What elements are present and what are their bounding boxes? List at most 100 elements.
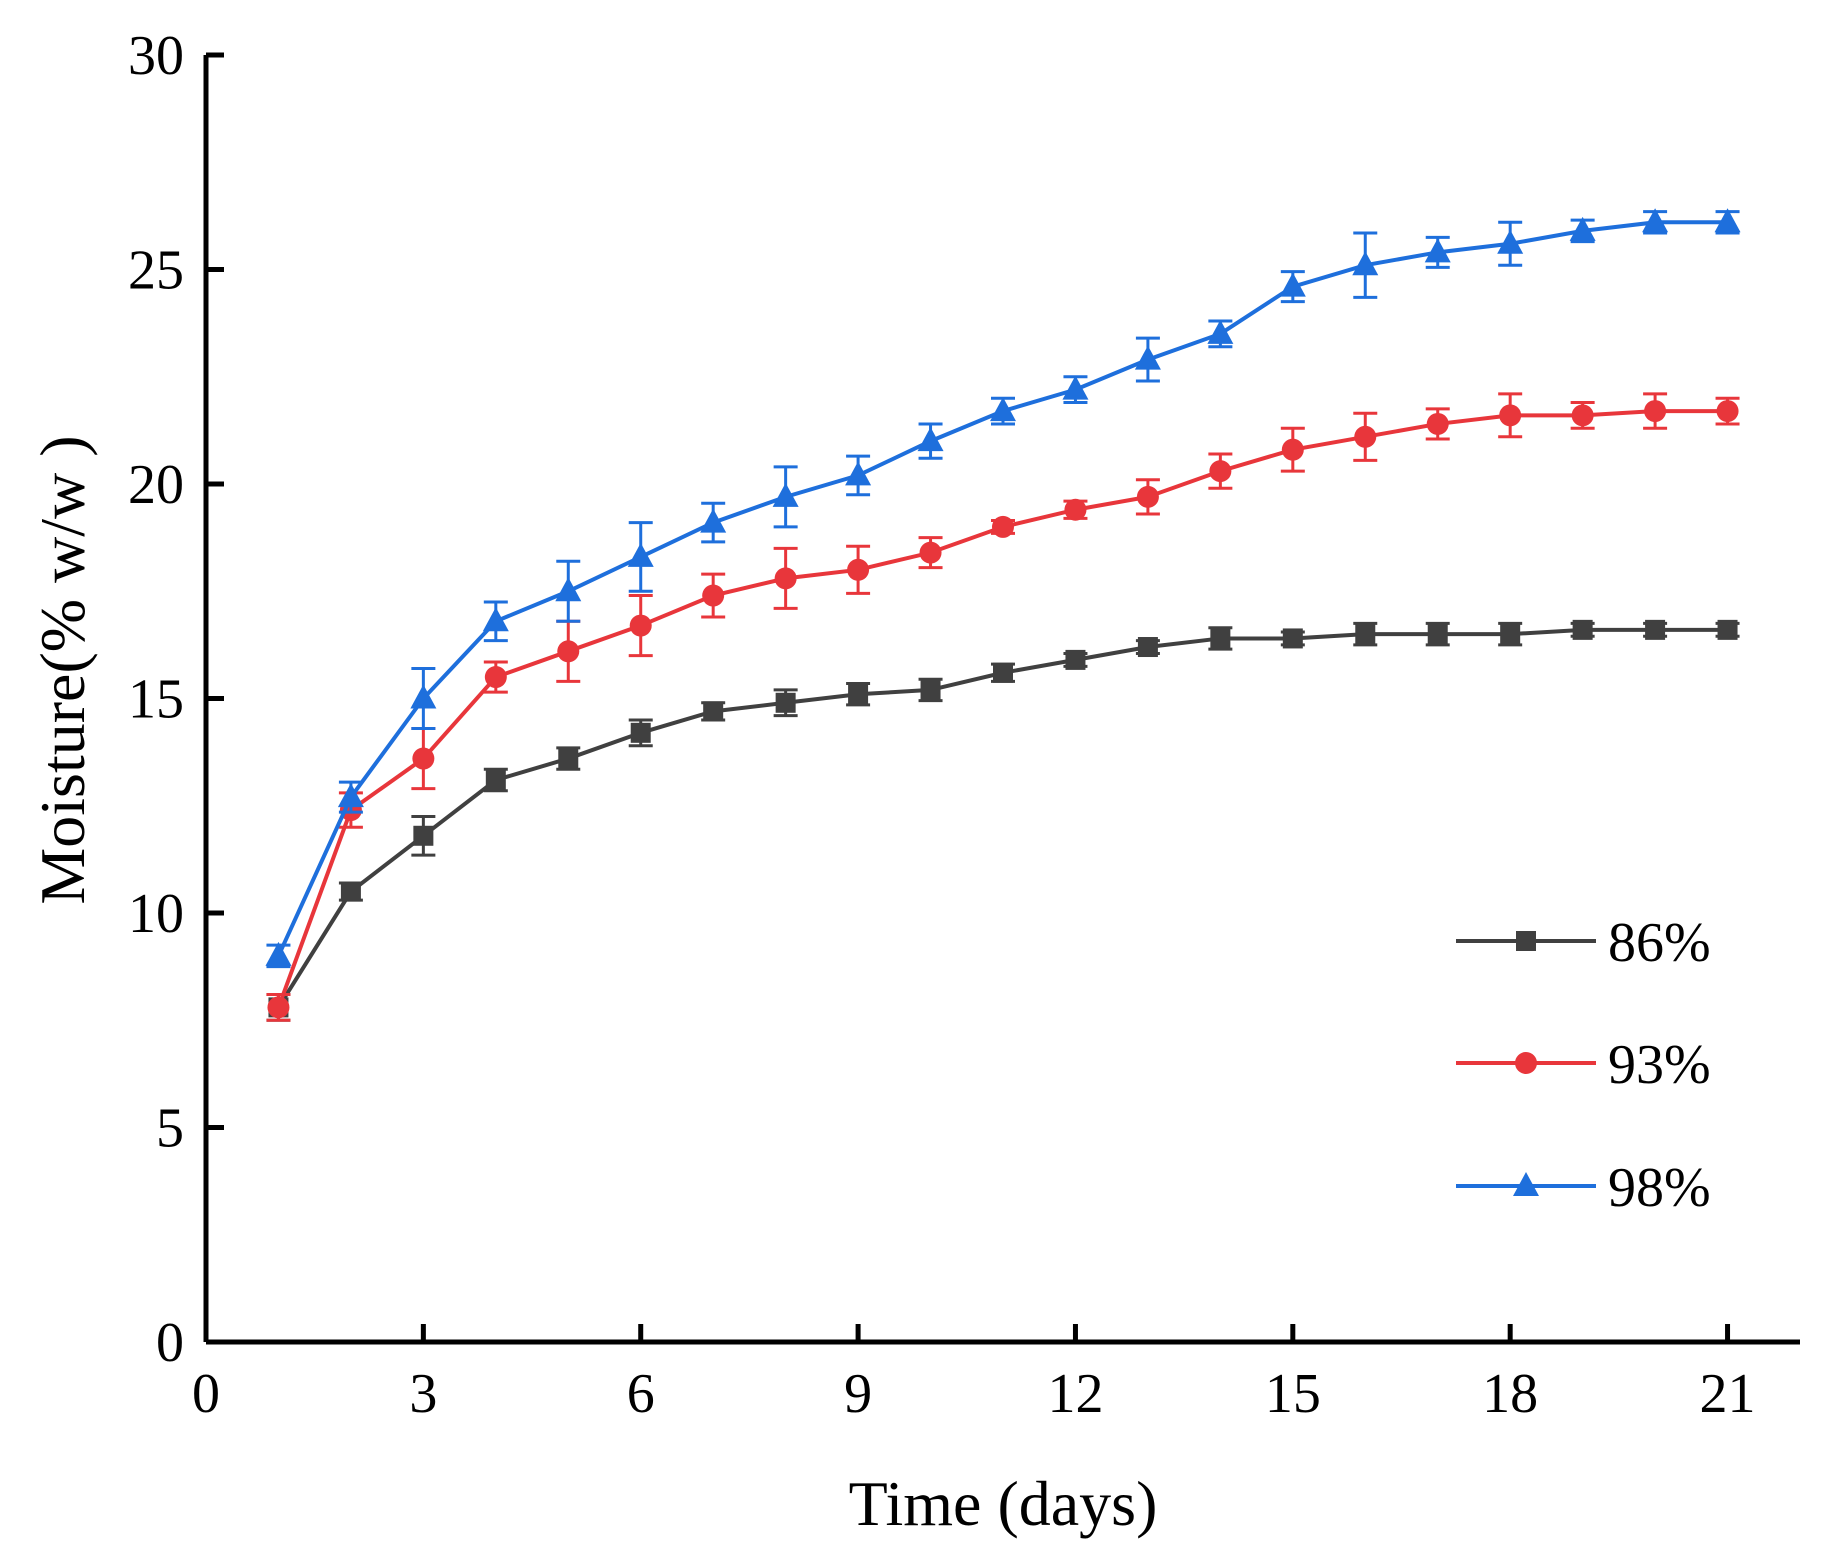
y-tick-label: 30: [128, 25, 184, 87]
data-point: [1714, 208, 1741, 233]
data-point: [265, 941, 292, 966]
data-point: [1137, 637, 1158, 658]
y-tick-label: 10: [128, 883, 184, 945]
legend: 86% 93% 98%: [1456, 912, 1711, 1219]
data-point: [1279, 272, 1306, 297]
series-1: [266, 392, 1740, 1022]
data-point: [557, 640, 580, 663]
data-point: [917, 427, 944, 452]
data-point: [1500, 624, 1521, 645]
data-point: [629, 614, 652, 637]
x-tick-label: 12: [1047, 1363, 1103, 1425]
legend-item: 98%: [1456, 1157, 1711, 1219]
data-point: [775, 692, 796, 713]
x-tick-label: 0: [192, 1363, 220, 1425]
x-tick-label: 18: [1482, 1363, 1538, 1425]
data-point: [992, 515, 1014, 538]
y-tick-label: 25: [128, 240, 184, 302]
legend-marker: [1513, 1172, 1539, 1196]
data-point: [340, 881, 361, 902]
data-point: [630, 722, 651, 743]
y-tick-label: 20: [128, 454, 184, 516]
y-axis-title: Moisture(% w/w ): [27, 435, 98, 904]
data-point: [558, 748, 579, 769]
data-point: [482, 607, 509, 632]
ticks: 0 3 6 9 12 15 18 21 0 5 10 15 20 25 30: [128, 25, 1756, 1425]
legend-marker-shape: [1516, 931, 1536, 951]
data-point: [1716, 400, 1739, 423]
axes: [203, 55, 1800, 1345]
data-point: [555, 577, 582, 602]
legend-item: 93%: [1456, 1034, 1711, 1096]
data-point: [1207, 319, 1234, 344]
data-point: [920, 679, 941, 700]
data-point: [1645, 619, 1666, 640]
data-point: [1499, 404, 1522, 427]
data-point: [1355, 624, 1376, 645]
legend-label: 86%: [1608, 912, 1711, 974]
data-point: [1281, 438, 1304, 461]
data-point: [484, 666, 507, 689]
data-point: [1065, 649, 1086, 670]
data-point: [1134, 345, 1161, 370]
plot-area: [265, 208, 1741, 1022]
data-point: [413, 825, 434, 846]
data-point: [1210, 628, 1231, 649]
data-point: [627, 542, 654, 567]
legend-marker-shape: [1513, 1172, 1539, 1196]
data-point: [485, 770, 506, 791]
data-point: [1717, 619, 1738, 640]
data-point: [700, 508, 727, 533]
data-point: [1569, 216, 1596, 241]
data-point: [847, 558, 870, 581]
data-point: [267, 996, 290, 1019]
data-point: [1424, 238, 1451, 263]
data-point: [1497, 229, 1524, 254]
legend-marker: [1515, 1052, 1537, 1074]
data-point: [774, 567, 797, 590]
data-point: [702, 584, 725, 607]
data-point: [993, 662, 1013, 683]
legend-item: 86%: [1456, 912, 1711, 974]
x-tick-label: 21: [1700, 1363, 1756, 1425]
y-tick-label: 15: [128, 669, 184, 731]
series-0: [266, 619, 1740, 1022]
x-tick-label: 6: [627, 1363, 655, 1425]
series-line: [276, 220, 1728, 957]
data-point: [1209, 460, 1232, 483]
x-tick-label: 3: [409, 1363, 437, 1425]
legend-label: 98%: [1608, 1157, 1711, 1219]
data-point: [703, 701, 724, 722]
x-tick-label: 15: [1265, 1363, 1321, 1425]
data-point: [848, 684, 869, 705]
data-point: [1572, 619, 1593, 640]
data-point: [990, 397, 1016, 422]
series-2: [265, 208, 1741, 969]
series-line: [276, 409, 1728, 1009]
data-point: [337, 783, 364, 808]
legend-label: 93%: [1608, 1034, 1711, 1096]
data-point: [1427, 624, 1448, 645]
x-tick-label: 9: [844, 1363, 872, 1425]
x-axis-title: Time (days): [849, 1468, 1158, 1539]
legend-marker-shape: [1515, 1052, 1537, 1074]
y-tick-label: 0: [156, 1312, 184, 1374]
data-point: [1642, 208, 1669, 233]
data-point: [1571, 404, 1594, 427]
data-point: [410, 684, 437, 709]
data-point: [919, 541, 942, 564]
y-tick-label: 5: [156, 1098, 184, 1160]
data-point: [772, 482, 799, 507]
data-point: [1062, 375, 1089, 400]
data-point: [845, 461, 872, 486]
data-point: [1352, 251, 1379, 276]
data-point: [412, 747, 435, 770]
data-point: [1644, 400, 1667, 423]
data-point: [1282, 628, 1303, 649]
legend-marker: [1516, 931, 1536, 951]
data-point: [1064, 498, 1087, 521]
data-point: [1354, 425, 1377, 448]
data-point: [1426, 412, 1449, 435]
data-point: [1136, 485, 1159, 508]
